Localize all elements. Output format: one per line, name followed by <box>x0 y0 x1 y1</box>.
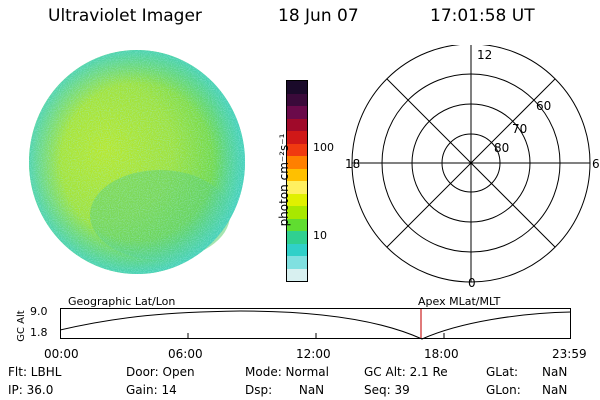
colorbar-segment <box>287 181 307 194</box>
colorbar-unit-label: photon cm⁻²s⁻¹ <box>277 133 291 227</box>
timeline-left-label: Geographic Lat/Lon <box>68 295 176 308</box>
info-seq: Seq: 39 <box>364 383 410 397</box>
lat-label-70: 70 <box>512 122 527 136</box>
info-filter: Flt: LBHL <box>8 365 62 379</box>
colorbar-segment <box>287 106 307 119</box>
colorbar-segment <box>287 131 307 144</box>
mlt-label-left: 18 <box>345 157 360 171</box>
timeline-x-tick-1800: 18:00 <box>424 347 459 361</box>
info-ip: IP: 36.0 <box>8 383 54 397</box>
timeline-x-tick-0000: 00:00 <box>44 347 79 361</box>
timeline-right-label: Apex MLat/MLT <box>418 295 501 308</box>
date-label: 18 Jun 07 <box>278 6 359 26</box>
colorbar-segment <box>287 268 307 281</box>
time-label: 17:01:58 UT <box>430 6 535 26</box>
mlt-label-bottom: 0 <box>468 276 476 290</box>
timeline-y-title: GC Alt <box>16 310 28 342</box>
timeline-x-tick-0600: 06:00 <box>168 347 203 361</box>
colorbar-segment <box>287 218 307 231</box>
info-gain: Gain: 14 <box>126 383 177 397</box>
info-glat-label: GLat: <box>486 365 519 379</box>
lat-label-80: 80 <box>494 141 509 155</box>
info-glon-value: NaN <box>542 383 568 397</box>
colorbar-segment <box>287 243 307 256</box>
info-mode: Mode: Normal <box>245 365 329 379</box>
info-glon-label: GLon: <box>486 383 521 397</box>
uv-disc-noise <box>29 50 245 274</box>
colorbar <box>286 80 308 282</box>
instrument-title: Ultraviolet Imager <box>48 6 202 26</box>
colorbar-segment <box>287 256 307 269</box>
gc-alt-curve <box>60 310 572 340</box>
timeline-x-tick-2359: 23:59 <box>552 347 587 361</box>
colorbar-tick-10: 10 <box>313 229 327 242</box>
uv-image <box>29 50 245 274</box>
colorbar-tick-100: 100 <box>313 141 334 154</box>
colorbar-segment <box>287 168 307 181</box>
timeline-plot <box>60 308 572 340</box>
info-gc-alt: GC Alt: 2.1 Re <box>364 365 448 379</box>
polar-plot: 12 18 6 0 60 70 80 <box>345 45 600 290</box>
info-glat-value: NaN <box>542 365 568 379</box>
info-dsp: Dsp: NaN <box>245 383 325 397</box>
timeline-y-tick-top: 9.0 <box>30 305 48 318</box>
timeline-x-tick-1200: 12:00 <box>296 347 331 361</box>
colorbar-segment <box>287 118 307 131</box>
info-door: Door: Open <box>126 365 195 379</box>
mlt-label-right: 6 <box>592 157 600 171</box>
colorbar-segment <box>287 206 307 219</box>
colorbar-segment <box>287 231 307 244</box>
polar-diagonal-2 <box>386 78 556 248</box>
colorbar-segment <box>287 93 307 106</box>
colorbar-segment <box>287 143 307 156</box>
colorbar-segment <box>287 81 307 94</box>
timeline-y-tick-bottom: 1.8 <box>30 326 48 339</box>
colorbar-segment <box>287 193 307 206</box>
lat-label-60: 60 <box>536 99 551 113</box>
mlt-label-top: 12 <box>477 48 492 62</box>
colorbar-segment <box>287 156 307 169</box>
